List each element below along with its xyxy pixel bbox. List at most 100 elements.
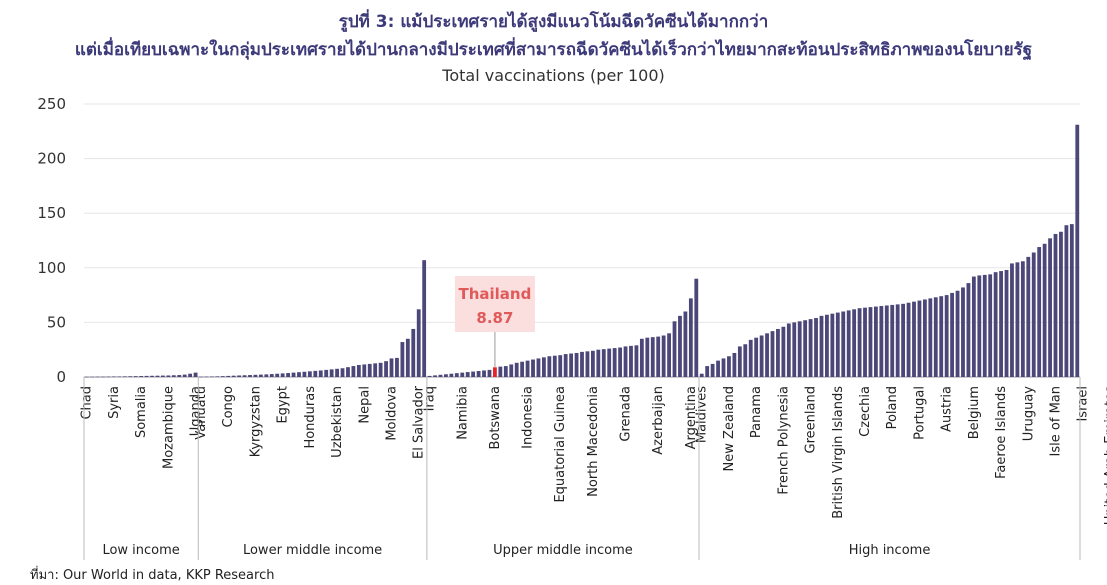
- bar: [482, 370, 486, 377]
- bar: [890, 304, 895, 377]
- bar: [808, 319, 813, 377]
- bar: [280, 373, 285, 377]
- bar: [797, 321, 802, 377]
- bar: [944, 295, 949, 377]
- bar: [710, 363, 715, 377]
- bar: [133, 376, 138, 377]
- x-tick-label: Maldives: [695, 386, 710, 443]
- chart-title-line1: รูปที่ 3: แม้ประเทศรายได้สูงมีแนวโน้มฉีด…: [338, 12, 769, 32]
- x-tick-label: Austria: [940, 386, 955, 432]
- x-tick-label: Congo: [221, 386, 236, 428]
- bar: [917, 300, 922, 377]
- bar: [340, 368, 345, 377]
- group-label: High income: [849, 543, 931, 558]
- bar: [509, 364, 514, 377]
- bar: [422, 260, 427, 377]
- y-tick-label: 100: [37, 259, 66, 277]
- x-tick-label: Belgium: [967, 386, 982, 439]
- bar: [748, 339, 753, 377]
- bar: [776, 328, 780, 377]
- bar: [770, 331, 775, 377]
- bar: [444, 374, 448, 377]
- bar: [939, 296, 944, 377]
- bar: [825, 314, 829, 377]
- x-tick-label: Mozambique: [161, 386, 176, 469]
- bar: [182, 374, 187, 377]
- bar: [1010, 263, 1014, 377]
- bar: [237, 375, 242, 377]
- x-tick-label: Uzbekistan: [330, 386, 345, 458]
- bar: [754, 337, 759, 377]
- x-tick-label: Uganda: [189, 386, 204, 436]
- bar: [1015, 262, 1020, 377]
- group-label: Lower middle income: [243, 543, 382, 558]
- bar: [993, 272, 998, 377]
- bar: [416, 309, 421, 377]
- bar: [623, 346, 628, 377]
- bar: [171, 375, 176, 377]
- bar: [977, 275, 982, 377]
- bar: [302, 371, 307, 377]
- bar: [1020, 261, 1025, 377]
- bar: [743, 344, 748, 377]
- x-tick-label: Moldova: [385, 386, 400, 441]
- bar: [1004, 269, 1009, 377]
- bar: [378, 362, 383, 377]
- bar: [351, 366, 356, 377]
- source-note: ที่มา: Our World in data, KKP Research: [30, 568, 275, 583]
- bar: [868, 307, 873, 377]
- bar: [1059, 231, 1063, 377]
- bar: [792, 322, 797, 377]
- bar: [656, 336, 661, 377]
- bar: [318, 370, 323, 377]
- bar: [395, 357, 399, 377]
- callout-box: [454, 276, 535, 332]
- bar: [122, 376, 127, 377]
- bar: [781, 326, 786, 377]
- y-tick-label: 150: [37, 204, 66, 222]
- bar: [906, 302, 911, 377]
- bar: [558, 355, 563, 377]
- bar: [269, 374, 274, 377]
- bar: [286, 373, 291, 377]
- bar: [498, 366, 503, 377]
- bar: [873, 306, 878, 377]
- bar: [1031, 252, 1036, 377]
- bar: [155, 375, 160, 377]
- bar: [895, 304, 900, 377]
- bar: [694, 278, 699, 377]
- x-tick-label: Somalia: [134, 386, 149, 438]
- bar: [721, 358, 726, 377]
- bar: [1042, 243, 1047, 377]
- bar: [313, 370, 318, 377]
- x-tick-label: Nepal: [357, 386, 372, 424]
- x-tick-label: New Zealand: [722, 386, 737, 471]
- x-tick-label: Botswana: [488, 386, 503, 450]
- bar: [520, 361, 525, 377]
- bar: [699, 373, 704, 377]
- bar: [536, 358, 541, 377]
- bar: [427, 375, 432, 377]
- group-label: Upper middle income: [493, 543, 633, 558]
- bar: [362, 364, 367, 377]
- bar: [819, 315, 824, 377]
- bar: [101, 376, 105, 378]
- bar: [596, 349, 601, 377]
- bar: [879, 306, 884, 377]
- group-label: Low income: [102, 543, 179, 558]
- x-tick-label: Uruguay: [1021, 386, 1036, 442]
- y-tick-label: 50: [47, 313, 66, 331]
- bar: [188, 373, 193, 377]
- bar: [574, 352, 579, 377]
- bar: [242, 375, 247, 377]
- bar: [275, 373, 280, 377]
- bar: [955, 290, 960, 377]
- bar: [231, 375, 236, 377]
- bar: [672, 321, 677, 377]
- bar: [367, 363, 372, 377]
- x-tick-label: Israel: [1076, 386, 1091, 422]
- bar: [531, 359, 535, 377]
- bar: [150, 375, 154, 377]
